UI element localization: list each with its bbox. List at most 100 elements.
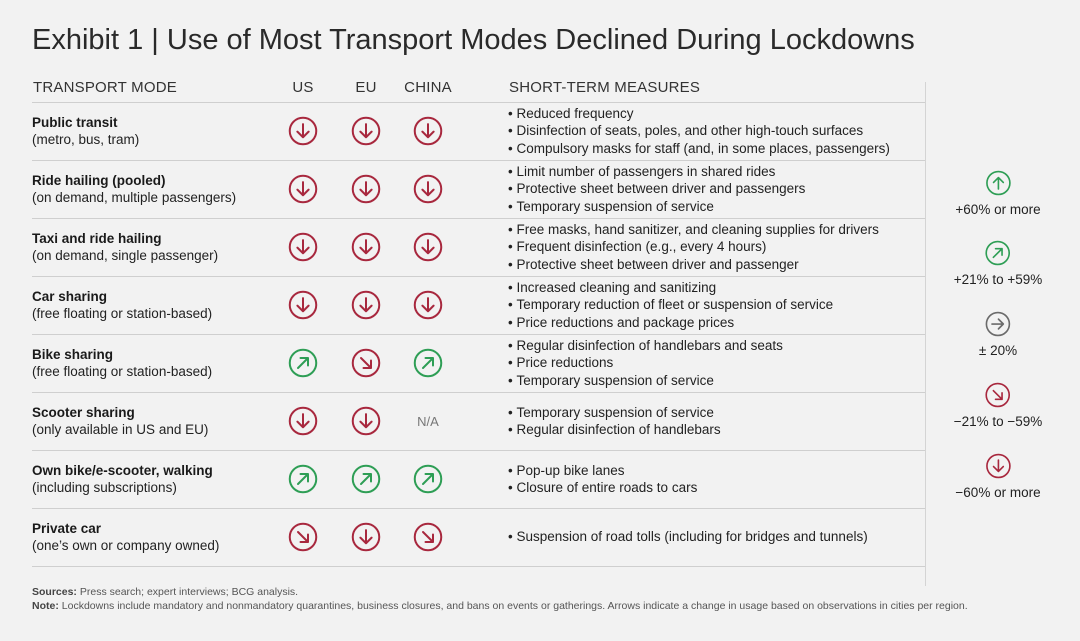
mode-name: Bike sharing xyxy=(32,347,114,362)
arrow-right-icon xyxy=(985,311,1011,337)
header-divider xyxy=(32,102,925,103)
measure-item: Increased cleaning and sanitizing xyxy=(508,279,833,297)
measure-item: Compulsory masks for staff (and, in some… xyxy=(508,140,889,158)
arrow-up-right-icon xyxy=(288,348,318,378)
arrow-down-right-icon xyxy=(351,348,381,378)
legend-item: −60% or more xyxy=(955,453,1041,500)
mode-description: (including subscriptions) xyxy=(32,480,177,495)
us-trend-arrow-down-icon xyxy=(288,116,318,146)
measure-item: Limit number of passengers in shared rid… xyxy=(508,163,805,181)
arrow-up-right-icon xyxy=(985,240,1011,266)
china-trend-arrow-down-icon xyxy=(413,290,443,320)
measure-item: Pop-up bike lanes xyxy=(508,462,697,480)
arrow-down-icon xyxy=(413,116,443,146)
eu-trend-arrow-down-icon xyxy=(351,522,381,552)
exhibit-title: Exhibit 1 | Use of Most Transport Modes … xyxy=(32,24,915,56)
header-transport-mode: TRANSPORT MODE xyxy=(33,79,177,96)
note-text: Lockdowns include mandatory and nonmanda… xyxy=(58,600,968,612)
china-trend-arrow-up-right-icon xyxy=(413,348,443,378)
table-row: Taxi and ride hailing (on demand, single … xyxy=(0,218,1080,276)
measure-item: Regular disinfection of handlebars xyxy=(508,421,720,439)
mode-name: Taxi and ride hailing xyxy=(32,231,162,246)
measure-item: Protective sheet between driver and pass… xyxy=(508,256,879,274)
legend-label: −60% or more xyxy=(955,485,1041,500)
row-divider xyxy=(32,160,925,161)
row-divider xyxy=(32,508,925,509)
arrow-up-right-icon xyxy=(413,348,443,378)
mode-name: Ride hailing (pooled) xyxy=(32,173,166,188)
china-trend-arrow-down-icon xyxy=(413,116,443,146)
row-divider xyxy=(32,334,925,335)
header-us: US xyxy=(292,79,314,96)
transport-mode-cell: Scooter sharing (only available in US and… xyxy=(32,392,208,450)
note-label: Note: xyxy=(32,600,59,612)
table-row: Scooter sharing (only available in US and… xyxy=(0,392,1080,450)
transport-mode-cell: Taxi and ride hailing (on demand, single … xyxy=(32,218,218,276)
mode-description: (free floating or station-based) xyxy=(32,306,213,321)
us-trend-arrow-down-right-icon xyxy=(288,522,318,552)
header-china: CHINA xyxy=(404,79,452,96)
arrow-up-right-icon xyxy=(413,464,443,494)
measure-item: Disinfection of seats, poles, and other … xyxy=(508,122,890,140)
transport-mode-cell: Ride hailing (pooled) (on demand, multipl… xyxy=(32,160,236,218)
mode-description: (free floating or station-based) xyxy=(32,364,213,379)
china-not-available: N/A xyxy=(413,406,443,436)
transport-mode-cell: Car sharing (free floating or station-bas… xyxy=(32,276,212,334)
arrow-down-icon xyxy=(413,232,443,262)
legend-item: +60% or more xyxy=(955,170,1041,217)
table-row: Ride hailing (pooled) (on demand, multipl… xyxy=(0,160,1080,218)
arrow-down-icon xyxy=(413,290,443,320)
legend-item: −21% to −59% xyxy=(954,382,1042,429)
legend-divider xyxy=(925,82,926,586)
china-trend-arrow-down-icon xyxy=(413,174,443,204)
eu-trend-arrow-down-icon xyxy=(351,116,381,146)
china-trend-arrow-up-right-icon xyxy=(413,464,443,494)
sources-text: Press search; expert interviews; BCG ana… xyxy=(76,586,299,598)
arrow-down-right-icon xyxy=(985,382,1011,408)
us-trend-arrow-down-icon xyxy=(288,174,318,204)
arrow-down-right-icon xyxy=(288,522,318,552)
measures-list: Reduced frequencyDisinfection of seats, … xyxy=(508,102,890,160)
china-trend-arrow-down-icon xyxy=(413,232,443,262)
mode-name: Own bike/e-scooter, walking xyxy=(32,463,213,478)
measures-list: Limit number of passengers in shared rid… xyxy=(508,160,805,218)
row-divider xyxy=(32,276,925,277)
row-divider xyxy=(32,450,925,451)
arrow-down-icon xyxy=(351,116,381,146)
mode-description: (on demand, multiple passengers) xyxy=(32,190,237,205)
mode-description: (metro, bus, tram) xyxy=(32,132,140,147)
sources-label: Sources: xyxy=(32,586,77,598)
measures-list: Suspension of road tolls (including for … xyxy=(508,508,867,566)
row-divider xyxy=(32,218,925,219)
arrow-down-icon xyxy=(288,116,318,146)
measure-item: Frequent disinfection (e.g., every 4 hou… xyxy=(508,238,879,256)
arrow-up-right-icon xyxy=(351,464,381,494)
measures-list: Free masks, hand sanitizer, and cleaning… xyxy=(508,218,879,276)
eu-trend-arrow-down-icon xyxy=(351,290,381,320)
transport-mode-cell: Public transit (metro, bus, tram) xyxy=(32,102,139,160)
eu-trend-arrow-down-right-icon xyxy=(351,348,381,378)
arrow-down-icon xyxy=(351,290,381,320)
transport-mode-cell: Bike sharing (free floating or station-ba… xyxy=(32,334,212,392)
mode-description: (on demand, single passenger) xyxy=(32,248,219,263)
legend-label: +21% to +59% xyxy=(953,272,1043,287)
arrow-down-icon xyxy=(288,232,318,262)
measure-item: Protective sheet between driver and pass… xyxy=(508,180,805,198)
transport-mode-cell: Own bike/e-scooter, walking (including su… xyxy=(32,450,213,508)
na-label: N/A xyxy=(417,413,439,429)
mode-name: Public transit xyxy=(32,115,118,130)
measure-item: Price reductions xyxy=(508,354,783,372)
arrow-down-icon xyxy=(351,522,381,552)
table-row: Public transit (metro, bus, tram) Reduced … xyxy=(0,102,1080,160)
arrow-down-icon xyxy=(351,174,381,204)
arrow-down-icon xyxy=(288,406,318,436)
footer-note: Note: Lockdowns include mandatory and no… xyxy=(32,600,968,612)
footer-sources: Sources: Press search; expert interviews… xyxy=(32,586,298,598)
measures-list: Pop-up bike lanesClosure of entire roads… xyxy=(508,450,697,508)
us-trend-arrow-up-right-icon xyxy=(288,464,318,494)
measure-item: Price reductions and package prices xyxy=(508,314,833,332)
mode-description: (one’s own or company owned) xyxy=(32,538,220,553)
measure-item: Temporary suspension of service xyxy=(508,372,783,390)
measure-item: Temporary suspension of service xyxy=(508,404,721,422)
arrow-down-icon xyxy=(351,406,381,436)
